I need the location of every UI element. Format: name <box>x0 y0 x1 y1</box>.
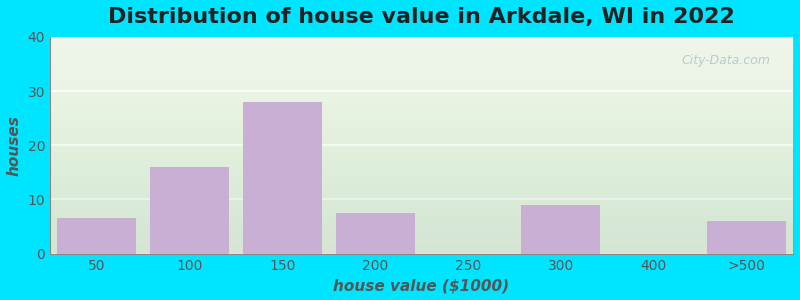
X-axis label: house value ($1000): house value ($1000) <box>334 278 510 293</box>
Bar <box>522 205 600 254</box>
Title: Distribution of house value in Arkdale, WI in 2022: Distribution of house value in Arkdale, … <box>108 7 735 27</box>
Bar <box>242 102 322 254</box>
Bar <box>336 213 414 254</box>
Text: City-Data.com: City-Data.com <box>682 54 770 67</box>
Y-axis label: houses: houses <box>7 115 22 176</box>
Bar <box>707 221 786 254</box>
Bar <box>57 218 136 254</box>
Bar <box>150 167 229 254</box>
